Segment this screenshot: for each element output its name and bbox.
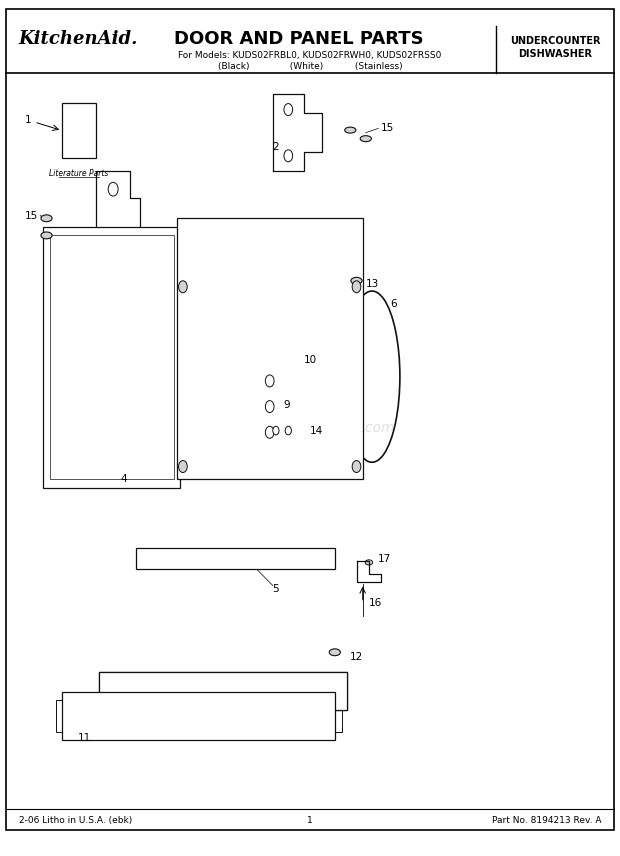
Text: 9: 9 [283, 400, 290, 410]
Bar [62, 692, 335, 740]
Circle shape [179, 281, 187, 293]
Ellipse shape [41, 215, 52, 222]
Circle shape [352, 281, 361, 293]
Text: UNDERCOUNTER: UNDERCOUNTER [510, 36, 600, 46]
Text: 1: 1 [25, 116, 31, 125]
Text: 2: 2 [108, 286, 115, 296]
Text: 8: 8 [232, 727, 239, 737]
Circle shape [265, 426, 274, 438]
Text: 17: 17 [378, 554, 391, 564]
Text: 2-06 Litho in U.S.A. (ebk): 2-06 Litho in U.S.A. (ebk) [19, 816, 132, 824]
Text: 3: 3 [257, 290, 264, 300]
Ellipse shape [329, 649, 340, 656]
Text: 10: 10 [303, 354, 317, 365]
Text: 6: 6 [391, 299, 397, 309]
Text: For Models: KUDS02FRBL0, KUDS02FRWH0, KUDS02FRSS0: For Models: KUDS02FRBL0, KUDS02FRWH0, KU… [179, 51, 441, 60]
Bar [50, 235, 174, 479]
Circle shape [352, 461, 361, 473]
Text: 16: 16 [368, 598, 382, 609]
Circle shape [318, 553, 327, 565]
Circle shape [265, 375, 274, 387]
Bar [335, 700, 342, 732]
Text: KitchenAid.: KitchenAid. [19, 29, 138, 48]
Text: Part No. 8194213 Rev. A: Part No. 8194213 Rev. A [492, 816, 601, 824]
Bar [136, 548, 335, 569]
Circle shape [108, 182, 118, 196]
Ellipse shape [345, 128, 356, 133]
Text: 14: 14 [309, 425, 323, 436]
Circle shape [273, 426, 279, 435]
Circle shape [179, 461, 187, 473]
Text: (Black)              (White)           (Stainless): (Black) (White) (Stainless) [218, 62, 402, 71]
Text: Literature Parts: Literature Parts [50, 169, 108, 178]
Text: 4: 4 [121, 474, 127, 484]
Circle shape [108, 236, 118, 250]
Text: 13: 13 [365, 279, 379, 289]
Text: 1: 1 [307, 816, 313, 824]
Bar [177, 218, 363, 479]
Bar [56, 700, 63, 732]
Ellipse shape [351, 277, 362, 284]
Text: 15: 15 [24, 211, 38, 221]
Text: DISHWASHER: DISHWASHER [518, 49, 592, 59]
Bar [62, 103, 96, 158]
Bar [99, 672, 347, 710]
Text: 5: 5 [273, 584, 279, 594]
Text: eReplacementParts.com: eReplacementParts.com [225, 421, 395, 435]
Circle shape [144, 553, 153, 565]
Ellipse shape [365, 560, 373, 565]
Bar [43, 227, 180, 488]
Circle shape [285, 426, 291, 435]
Bar [124, 257, 360, 278]
Text: 2: 2 [273, 142, 279, 152]
Text: 12: 12 [350, 652, 363, 663]
Ellipse shape [360, 136, 371, 142]
Bar [99, 672, 347, 710]
Text: DOOR AND PANEL PARTS: DOOR AND PANEL PARTS [174, 29, 423, 48]
Text: 11: 11 [78, 733, 91, 743]
Circle shape [284, 104, 293, 116]
Circle shape [265, 401, 274, 413]
Text: 13: 13 [126, 235, 140, 245]
Ellipse shape [41, 232, 52, 239]
Text: 15: 15 [381, 123, 394, 134]
Circle shape [284, 150, 293, 162]
